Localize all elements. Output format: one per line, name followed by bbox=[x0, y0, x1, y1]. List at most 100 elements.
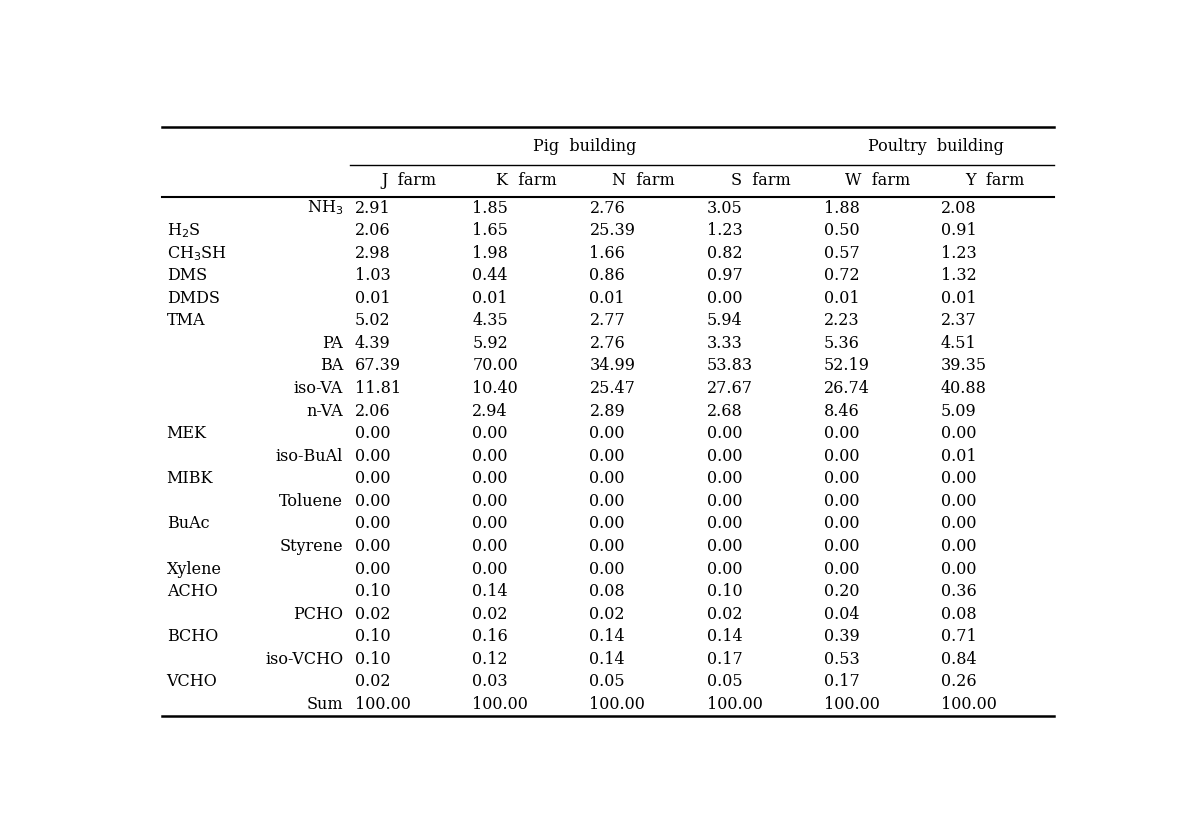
Text: 0.01: 0.01 bbox=[472, 290, 508, 307]
Text: 0.00: 0.00 bbox=[589, 425, 625, 442]
Text: 0.00: 0.00 bbox=[824, 493, 860, 510]
Text: 0.17: 0.17 bbox=[707, 651, 742, 667]
Text: 0.44: 0.44 bbox=[472, 267, 508, 284]
Text: 0.00: 0.00 bbox=[824, 515, 860, 533]
Text: 0.00: 0.00 bbox=[707, 448, 742, 464]
Text: 2.98: 2.98 bbox=[355, 245, 391, 261]
Text: 1.03: 1.03 bbox=[355, 267, 391, 284]
Text: 0.00: 0.00 bbox=[940, 538, 976, 555]
Text: 70.00: 70.00 bbox=[472, 358, 518, 375]
Text: 100.00: 100.00 bbox=[472, 696, 528, 713]
Text: 0.00: 0.00 bbox=[355, 470, 390, 487]
Text: 0.01: 0.01 bbox=[355, 290, 390, 307]
Text: 0.00: 0.00 bbox=[824, 561, 860, 578]
Text: N  farm: N farm bbox=[612, 173, 675, 189]
Text: 0.00: 0.00 bbox=[589, 561, 625, 578]
Text: 2.37: 2.37 bbox=[940, 312, 977, 330]
Text: 4.39: 4.39 bbox=[355, 335, 391, 352]
Text: 1.88: 1.88 bbox=[824, 200, 860, 216]
Text: 0.00: 0.00 bbox=[707, 425, 742, 442]
Text: 0.01: 0.01 bbox=[589, 290, 625, 307]
Text: 2.23: 2.23 bbox=[824, 312, 860, 330]
Text: 0.00: 0.00 bbox=[589, 538, 625, 555]
Text: S  farm: S farm bbox=[731, 173, 791, 189]
Text: 3.05: 3.05 bbox=[707, 200, 742, 216]
Text: DMDS: DMDS bbox=[166, 290, 219, 307]
Text: 11.81: 11.81 bbox=[355, 380, 401, 397]
Text: PA: PA bbox=[323, 335, 343, 352]
Text: 100.00: 100.00 bbox=[824, 696, 880, 713]
Text: 1.66: 1.66 bbox=[589, 245, 625, 261]
Text: 5.36: 5.36 bbox=[824, 335, 860, 352]
Text: iso-VA: iso-VA bbox=[294, 380, 343, 397]
Text: 0.36: 0.36 bbox=[940, 583, 977, 600]
Text: n-VA: n-VA bbox=[306, 403, 343, 419]
Text: Sum: Sum bbox=[306, 696, 343, 713]
Text: MIBK: MIBK bbox=[166, 470, 213, 487]
Text: 0.03: 0.03 bbox=[472, 673, 508, 690]
Text: 1.32: 1.32 bbox=[940, 267, 977, 284]
Text: 0.02: 0.02 bbox=[472, 606, 508, 623]
Text: 8.46: 8.46 bbox=[824, 403, 860, 419]
Text: 53.83: 53.83 bbox=[707, 358, 753, 375]
Text: 0.00: 0.00 bbox=[707, 515, 742, 533]
Text: iso-VCHO: iso-VCHO bbox=[264, 651, 343, 667]
Text: BCHO: BCHO bbox=[166, 628, 218, 645]
Text: 2.76: 2.76 bbox=[589, 335, 625, 352]
Text: Styrene: Styrene bbox=[280, 538, 343, 555]
Text: 0.39: 0.39 bbox=[824, 628, 860, 645]
Text: 0.02: 0.02 bbox=[355, 606, 390, 623]
Text: 1.23: 1.23 bbox=[940, 245, 977, 261]
Text: 0.14: 0.14 bbox=[472, 583, 508, 600]
Text: 0.08: 0.08 bbox=[589, 583, 625, 600]
Text: 2.89: 2.89 bbox=[589, 403, 625, 419]
Text: 0.00: 0.00 bbox=[589, 515, 625, 533]
Text: 0.05: 0.05 bbox=[589, 673, 625, 690]
Text: 1.23: 1.23 bbox=[707, 222, 742, 239]
Text: 34.99: 34.99 bbox=[589, 358, 636, 375]
Text: 0.10: 0.10 bbox=[707, 583, 742, 600]
Text: 0.00: 0.00 bbox=[824, 448, 860, 464]
Text: Y  farm: Y farm bbox=[965, 173, 1025, 189]
Text: DMS: DMS bbox=[166, 267, 206, 284]
Text: 52.19: 52.19 bbox=[824, 358, 869, 375]
Text: 1.98: 1.98 bbox=[472, 245, 508, 261]
Text: 0.08: 0.08 bbox=[940, 606, 976, 623]
Text: 0.00: 0.00 bbox=[707, 493, 742, 510]
Text: 100.00: 100.00 bbox=[940, 696, 997, 713]
Text: 2.06: 2.06 bbox=[355, 222, 390, 239]
Text: 0.82: 0.82 bbox=[707, 245, 742, 261]
Text: 4.51: 4.51 bbox=[940, 335, 977, 352]
Text: 0.00: 0.00 bbox=[707, 561, 742, 578]
Text: 0.17: 0.17 bbox=[824, 673, 860, 690]
Text: 4.35: 4.35 bbox=[472, 312, 508, 330]
Text: 0.00: 0.00 bbox=[355, 538, 390, 555]
Text: K  farm: K farm bbox=[496, 173, 556, 189]
Text: 0.14: 0.14 bbox=[589, 651, 625, 667]
Text: 0.00: 0.00 bbox=[472, 470, 508, 487]
Text: W  farm: W farm bbox=[846, 173, 911, 189]
Text: 0.12: 0.12 bbox=[472, 651, 508, 667]
Text: 0.10: 0.10 bbox=[355, 583, 390, 600]
Text: Pig  building: Pig building bbox=[534, 137, 637, 155]
Text: 5.02: 5.02 bbox=[355, 312, 390, 330]
Text: 0.00: 0.00 bbox=[355, 425, 390, 442]
Text: 0.00: 0.00 bbox=[472, 515, 508, 533]
Text: 0.00: 0.00 bbox=[824, 470, 860, 487]
Text: 2.76: 2.76 bbox=[589, 200, 625, 216]
Text: 0.26: 0.26 bbox=[940, 673, 976, 690]
Text: 67.39: 67.39 bbox=[355, 358, 401, 375]
Text: Xylene: Xylene bbox=[166, 561, 222, 578]
Text: 27.67: 27.67 bbox=[707, 380, 753, 397]
Text: 0.01: 0.01 bbox=[940, 290, 976, 307]
Text: 0.84: 0.84 bbox=[940, 651, 976, 667]
Text: 0.00: 0.00 bbox=[472, 538, 508, 555]
Text: 0.10: 0.10 bbox=[355, 651, 390, 667]
Text: 0.02: 0.02 bbox=[355, 673, 390, 690]
Text: BuAc: BuAc bbox=[166, 515, 209, 533]
Text: 25.39: 25.39 bbox=[589, 222, 636, 239]
Text: 100.00: 100.00 bbox=[707, 696, 763, 713]
Text: 2.94: 2.94 bbox=[472, 403, 508, 419]
Text: 1.85: 1.85 bbox=[472, 200, 508, 216]
Text: 0.00: 0.00 bbox=[589, 470, 625, 487]
